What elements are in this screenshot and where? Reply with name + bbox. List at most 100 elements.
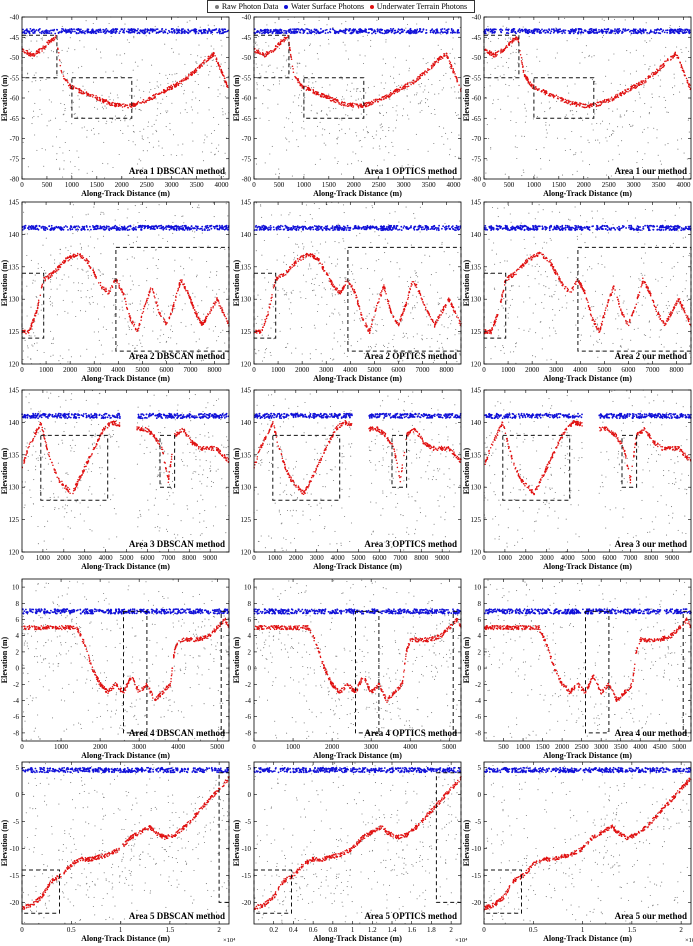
water-surface-point (55, 226, 58, 229)
water-surface-point (284, 32, 286, 34)
raw-photon-point (278, 168, 280, 170)
raw-photon-point (77, 282, 80, 284)
raw-photon-point (445, 132, 447, 134)
water-surface-point (190, 225, 193, 227)
water-surface-point (672, 29, 675, 32)
water-surface-point (666, 31, 669, 34)
raw-photon-point (117, 97, 119, 99)
raw-photon-point (341, 99, 343, 101)
underwater-terrain-point (78, 89, 81, 92)
raw-photon-point (102, 273, 104, 275)
raw-photon-point (97, 331, 100, 333)
raw-photon-point (458, 17, 460, 19)
raw-photon-point (488, 32, 490, 34)
underwater-terrain-point (224, 77, 226, 80)
water-surface-point (43, 228, 45, 231)
raw-photon-point (395, 110, 397, 112)
raw-photon-point (617, 145, 619, 147)
raw-photon-point (304, 49, 306, 51)
raw-photon-point (84, 89, 86, 91)
raw-photon-point (224, 96, 226, 98)
raw-photon-point (140, 309, 142, 311)
raw-photon-point (298, 21, 300, 24)
raw-photon-point (132, 125, 134, 127)
underwater-terrain-point (571, 102, 574, 104)
raw-photon-point (447, 138, 449, 140)
raw-photon-point (44, 149, 47, 151)
raw-photon-point (156, 314, 158, 316)
underwater-terrain-point (148, 96, 151, 99)
water-surface-point (163, 30, 166, 32)
underwater-terrain-point (283, 36, 286, 39)
underwater-terrain-point (179, 80, 181, 83)
underwater-terrain-point (118, 104, 120, 107)
raw-photon-point (494, 67, 496, 69)
raw-photon-point (40, 266, 43, 269)
raw-photon-point (379, 124, 381, 126)
raw-photon-point (118, 153, 120, 156)
underwater-terrain-point (143, 101, 146, 104)
underwater-terrain-point (191, 73, 194, 76)
underwater-terrain-point (281, 40, 283, 43)
raw-photon-point (514, 75, 516, 78)
water-surface-point (200, 29, 203, 32)
underwater-terrain-point (400, 88, 403, 90)
raw-photon-point (34, 335, 36, 337)
water-surface-point (530, 29, 533, 32)
raw-photon-point (608, 123, 611, 125)
raw-photon-point (85, 296, 87, 298)
water-surface-point (562, 29, 564, 32)
raw-photon-point (349, 90, 351, 92)
raw-photon-point (353, 88, 355, 90)
raw-photon-point (361, 146, 363, 148)
underwater-terrain-point (264, 53, 267, 55)
raw-photon-point (359, 91, 361, 93)
raw-photon-point (146, 267, 148, 269)
water-surface-point (325, 28, 328, 31)
water-surface-point (392, 27, 395, 30)
underwater-terrain-point (337, 100, 339, 103)
raw-photon-point (402, 108, 405, 110)
raw-photon-point (127, 321, 129, 323)
raw-photon-point (191, 122, 193, 124)
water-surface-point (118, 229, 121, 232)
raw-photon-point (176, 154, 178, 157)
raw-photon-point (635, 49, 637, 51)
water-surface-point (389, 28, 392, 30)
water-surface-point (108, 30, 110, 33)
raw-photon-point (522, 169, 524, 171)
raw-photon-point (27, 166, 29, 168)
raw-photon-point (92, 267, 94, 269)
raw-photon-point (126, 258, 128, 260)
underwater-terrain-point (203, 62, 205, 65)
raw-photon-point (76, 116, 78, 118)
underwater-terrain-point (49, 40, 52, 42)
raw-photon-point (413, 94, 416, 96)
raw-photon-point (318, 19, 320, 22)
raw-photon-point (198, 246, 200, 248)
raw-photon-point (309, 44, 311, 47)
raw-photon-point (203, 313, 205, 315)
underwater-terrain-point (316, 92, 318, 94)
underwater-terrain-point (202, 60, 205, 62)
water-surface-point (541, 28, 543, 31)
water-surface-point (651, 31, 653, 33)
raw-photon-point (171, 102, 173, 104)
water-surface-point (86, 29, 89, 32)
raw-photon-point (287, 76, 289, 78)
underwater-terrain-point (564, 101, 567, 103)
raw-photon-point (588, 101, 590, 103)
raw-photon-point (52, 354, 54, 356)
raw-photon-point (139, 303, 141, 305)
water-surface-point (526, 32, 529, 35)
raw-photon-point (405, 27, 407, 29)
underwater-terrain-point (292, 68, 294, 70)
raw-photon-point (630, 34, 632, 36)
water-surface-point (207, 226, 210, 229)
water-surface-point (443, 28, 446, 30)
underwater-terrain-point (44, 45, 47, 47)
underwater-terrain-point (185, 76, 188, 78)
water-surface-point (678, 30, 681, 33)
water-surface-point (225, 30, 227, 33)
water-surface-point (198, 29, 201, 32)
